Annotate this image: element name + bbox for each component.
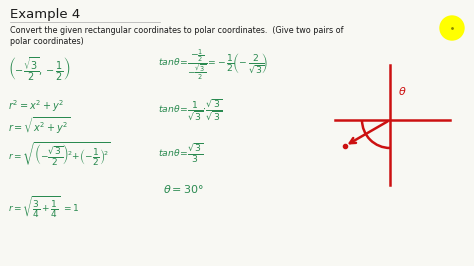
Text: $r= \sqrt{\dfrac{3}{4}+\dfrac{1}{4}}\ = 1$: $r= \sqrt{\dfrac{3}{4}+\dfrac{1}{4}}\ = … <box>8 195 79 220</box>
Text: $r^2= x^2+y^2$: $r^2= x^2+y^2$ <box>8 98 64 114</box>
Text: $tan\theta\!=\!\dfrac{\sqrt{3}}{3}$: $tan\theta\!=\!\dfrac{\sqrt{3}}{3}$ <box>158 142 203 165</box>
Text: $tan\theta\!=\!\dfrac{-\frac{1}{2}}{-\frac{\sqrt{3}}{2}}\!=\!-\dfrac{1}{2}\!\lef: $tan\theta\!=\!\dfrac{-\frac{1}{2}}{-\fr… <box>158 48 268 82</box>
Text: $tan\theta\!=\!\dfrac{1}{\sqrt{3}}\!\cdot\!\dfrac{\sqrt{3}}{\sqrt{3}}$: $tan\theta\!=\!\dfrac{1}{\sqrt{3}}\!\cdo… <box>158 98 222 122</box>
Circle shape <box>440 16 464 40</box>
Text: $r= \sqrt{x^2+y^2}$: $r= \sqrt{x^2+y^2}$ <box>8 116 70 136</box>
Text: $\theta = 30°$: $\theta = 30°$ <box>163 183 204 195</box>
Text: Example 4: Example 4 <box>10 8 80 21</box>
Text: $\left(-\dfrac{\sqrt{3}}{2},-\dfrac{1}{2}\right)$: $\left(-\dfrac{\sqrt{3}}{2},-\dfrac{1}{2… <box>8 55 71 83</box>
Text: polar coordinates): polar coordinates) <box>10 37 84 46</box>
Text: Convert the given rectangular coordinates to polar coordinates.  (Give two pairs: Convert the given rectangular coordinate… <box>10 26 344 35</box>
Text: $\theta$: $\theta$ <box>398 85 407 97</box>
Text: $r= \sqrt{\left(-\dfrac{\sqrt{3}}{2}\right)^{\!2}\!+\!\left(-\dfrac{1}{2}\right): $r= \sqrt{\left(-\dfrac{\sqrt{3}}{2}\rig… <box>8 140 110 168</box>
